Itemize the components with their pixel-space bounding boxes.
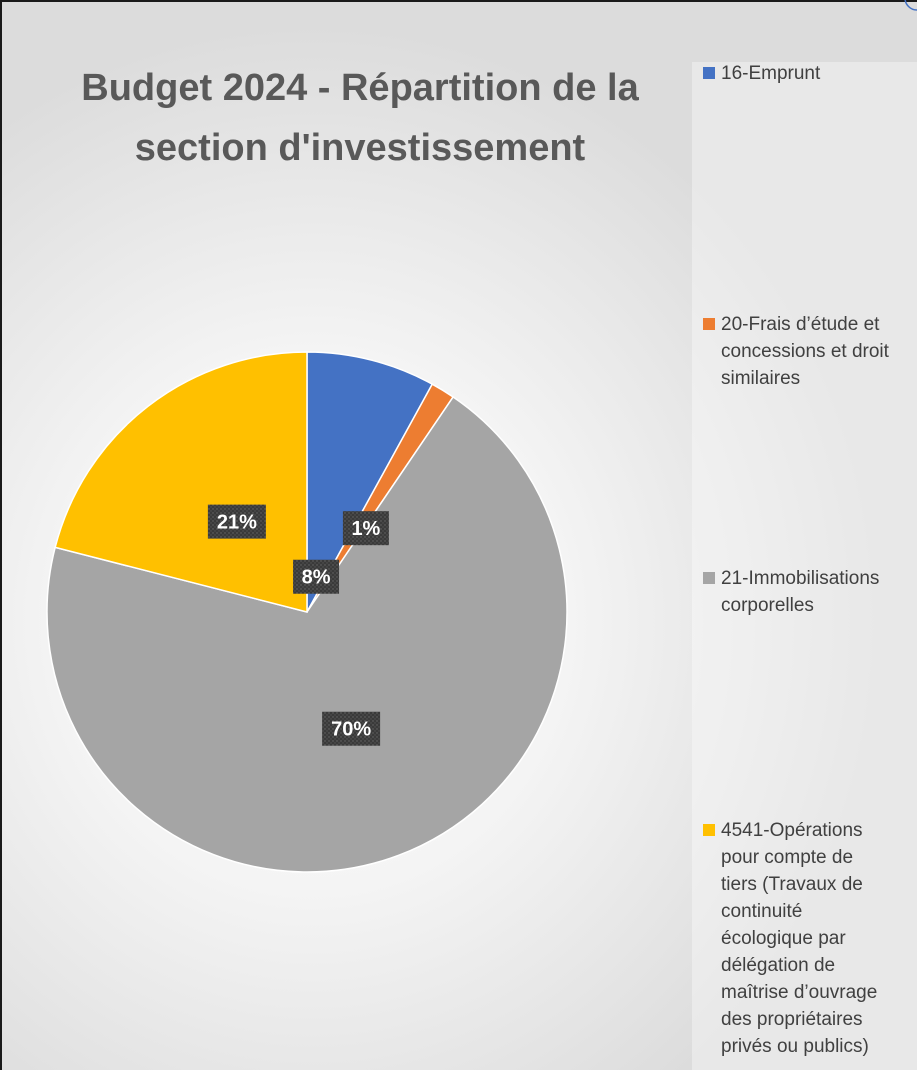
legend-label-line: similaires (721, 368, 801, 389)
data-label: 21% (207, 504, 266, 539)
legend-label-line: délégation de (721, 955, 836, 976)
legend-swatch (703, 318, 715, 330)
legend-label-line: privés ou publics) (721, 1036, 869, 1057)
legend-label-line: des propriétaires (721, 1009, 863, 1030)
corner-arc-icon (904, 0, 917, 11)
data-label-box (207, 504, 266, 539)
legend-label-line: 21-Immobilisations (721, 568, 880, 589)
chart-title-line-1: Budget 2024 - Répartition de la (81, 67, 639, 109)
legend-label-line: tiers (Travaux de (721, 874, 863, 895)
chart-title: Budget 2024 - Répartition de la section … (40, 58, 680, 178)
pie-slice (54, 351, 308, 613)
data-label-box (293, 559, 340, 594)
chart-title-line-2: section d'investissement (134, 127, 586, 169)
data-label: 1% (342, 511, 389, 546)
pie-slice (306, 351, 434, 613)
legend-panel (692, 62, 917, 1072)
data-label-text: 70% (331, 719, 371, 741)
legend-label-line: 20-Frais d’étude et (721, 314, 880, 335)
pie-data-labels: 8% 1% 70% 21% (207, 504, 389, 746)
pie-slice (46, 395, 568, 873)
pie-slices (46, 351, 568, 873)
data-label-box (322, 711, 381, 746)
legend-item: 21-Immobilisations corporelles (703, 565, 913, 619)
legend-item: 20-Frais d’étude et concessions et droit s… (703, 311, 913, 392)
legend-label-line: 16-Emprunt (721, 63, 821, 84)
data-label-text: 8% (302, 567, 331, 589)
legend-label-line: écologique par (721, 928, 846, 949)
data-label: 70% (322, 711, 381, 746)
legend-swatch (703, 67, 715, 79)
legend-item: 4541-Opérations pour compte de tiers (Trav… (703, 817, 913, 1060)
legend-label-line: 4541-Opérations (721, 820, 863, 841)
data-label-text: 21% (217, 512, 257, 534)
data-label-box (342, 511, 389, 546)
legend-item: 16-Emprunt (703, 60, 913, 87)
legend-label-line: continuité (721, 901, 803, 922)
legend-label-line: pour compte de (721, 847, 854, 868)
legend-swatch (703, 824, 715, 836)
legend-label-line: maîtrise d’ouvrage (721, 982, 878, 1003)
legend-swatch (703, 572, 715, 584)
data-label: 8% (293, 559, 340, 594)
legend-label-line: corporelles (721, 595, 814, 616)
data-label-text: 1% (351, 518, 380, 540)
legend-label-line: concessions et droit (721, 341, 889, 362)
